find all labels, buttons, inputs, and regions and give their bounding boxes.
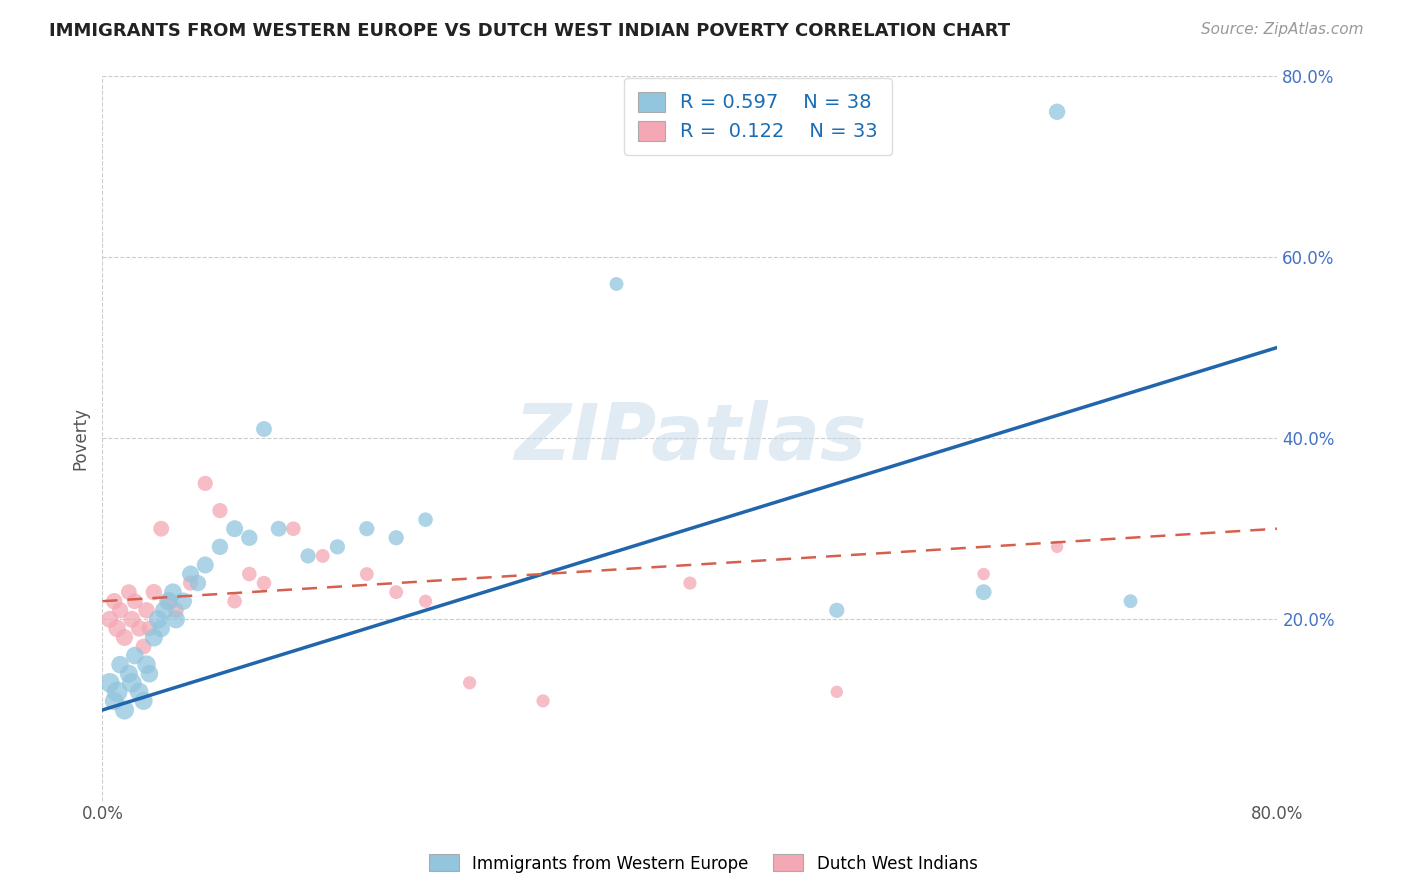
Point — [312, 549, 335, 563]
Point — [138, 621, 160, 635]
Point — [114, 631, 136, 645]
Point — [1046, 104, 1069, 119]
Point — [973, 585, 995, 599]
Point — [135, 603, 157, 617]
Point — [132, 640, 155, 654]
Point — [180, 576, 202, 591]
Point — [224, 594, 246, 608]
Point — [150, 621, 173, 635]
Point — [172, 594, 194, 608]
Point — [108, 603, 131, 617]
Point — [157, 594, 180, 608]
Point — [157, 594, 180, 608]
Point — [132, 694, 155, 708]
Point — [458, 675, 481, 690]
Point — [194, 558, 217, 572]
Point — [165, 603, 187, 617]
Point — [108, 657, 131, 672]
Point — [531, 694, 554, 708]
Point — [124, 594, 146, 608]
Point — [180, 567, 202, 582]
Text: Source: ZipAtlas.com: Source: ZipAtlas.com — [1201, 22, 1364, 37]
Y-axis label: Poverty: Poverty — [72, 407, 89, 469]
Legend: Immigrants from Western Europe, Dutch West Indians: Immigrants from Western Europe, Dutch We… — [422, 847, 984, 880]
Point — [238, 567, 260, 582]
Point — [153, 603, 176, 617]
Point — [224, 522, 246, 536]
Point — [148, 612, 170, 626]
Point — [194, 476, 217, 491]
Point — [121, 612, 143, 626]
Point — [124, 648, 146, 663]
Point — [150, 522, 173, 536]
Text: IMMIGRANTS FROM WESTERN EUROPE VS DUTCH WEST INDIAN POVERTY CORRELATION CHART: IMMIGRANTS FROM WESTERN EUROPE VS DUTCH … — [49, 22, 1011, 40]
Point — [98, 675, 121, 690]
Point — [142, 631, 165, 645]
Point — [679, 576, 702, 591]
Point — [415, 513, 437, 527]
Point — [142, 585, 165, 599]
Point — [135, 657, 157, 672]
Text: ZIPatlas: ZIPatlas — [513, 401, 866, 476]
Point — [103, 694, 125, 708]
Point — [98, 612, 121, 626]
Point — [283, 522, 305, 536]
Point — [385, 585, 408, 599]
Point — [128, 685, 150, 699]
Point — [253, 576, 276, 591]
Point — [267, 522, 290, 536]
Point — [138, 666, 160, 681]
Point — [1119, 594, 1142, 608]
Point — [1046, 540, 1069, 554]
Point — [128, 621, 150, 635]
Point — [121, 675, 143, 690]
Point — [118, 585, 141, 599]
Point — [356, 567, 378, 582]
Point — [356, 522, 378, 536]
Point — [105, 685, 128, 699]
Point — [825, 603, 848, 617]
Point — [415, 594, 437, 608]
Point — [105, 621, 128, 635]
Point — [187, 576, 209, 591]
Point — [973, 567, 995, 582]
Point — [118, 666, 141, 681]
Point — [253, 422, 276, 436]
Point — [162, 585, 184, 599]
Point — [825, 685, 848, 699]
Point — [385, 531, 408, 545]
Point — [605, 277, 627, 291]
Point — [103, 594, 125, 608]
Point — [114, 703, 136, 717]
Point — [297, 549, 319, 563]
Point — [165, 612, 187, 626]
Point — [208, 503, 231, 517]
Legend: R = 0.597    N = 38, R =  0.122    N = 33: R = 0.597 N = 38, R = 0.122 N = 33 — [624, 78, 891, 155]
Point — [208, 540, 231, 554]
Point — [326, 540, 349, 554]
Point — [238, 531, 260, 545]
